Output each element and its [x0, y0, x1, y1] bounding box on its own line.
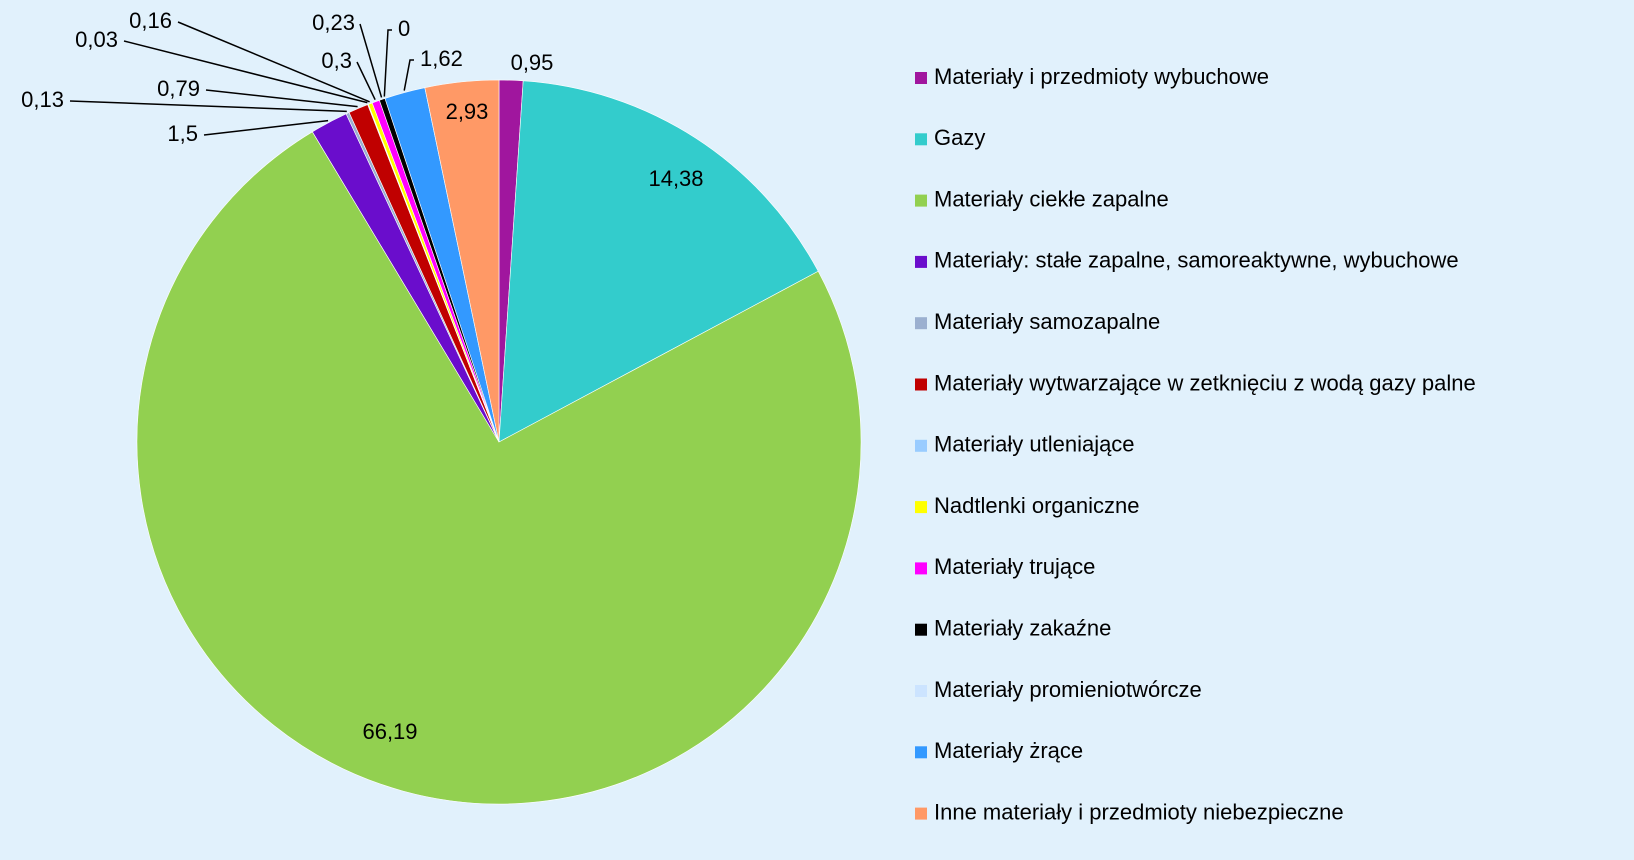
legend-swatch [915, 133, 927, 146]
data-label: 0,16 [129, 8, 172, 33]
legend-swatch [915, 317, 927, 330]
leader-line [356, 61, 376, 101]
legend-swatch [915, 807, 927, 820]
leader-line [123, 40, 368, 104]
legend-label: Materiały wytwarzające w zetknięciu z wo… [934, 370, 1476, 395]
data-label: 0,23 [312, 10, 355, 35]
legend-label: Materiały trujące [934, 554, 1095, 579]
leader-line [177, 21, 370, 103]
data-label: 0,3 [321, 48, 352, 73]
leader-line [69, 100, 347, 113]
legend-label: Materiały promieniotwórcze [934, 677, 1202, 702]
legend-label: Materiały żrące [934, 738, 1083, 763]
data-label: 14,38 [648, 166, 703, 191]
data-label: 0 [398, 16, 410, 41]
pie-slice [498, 80, 819, 443]
legend-swatch [915, 72, 927, 84]
legend-swatch [915, 501, 927, 514]
data-label: 0,79 [157, 76, 200, 101]
legend-label: Nadtlenki organiczne [934, 493, 1139, 518]
leader-line [359, 23, 383, 98]
data-label: 0,03 [75, 27, 118, 52]
legend-label: Materiały utleniające [934, 432, 1135, 457]
legend-label: Materiały ciekłe zapalne [934, 186, 1169, 211]
legend-swatch [915, 439, 927, 452]
data-label: 1,5 [167, 121, 198, 146]
legend-swatch [915, 378, 927, 391]
leader-line [383, 29, 392, 97]
pie-slice [136, 131, 862, 805]
leader-line [403, 59, 414, 91]
legend-label: Materiały zakaźne [934, 616, 1111, 641]
data-label: 1,62 [420, 46, 463, 71]
legend-label: Materiały samozapalne [934, 309, 1160, 334]
legend-swatch [915, 562, 927, 575]
legend-swatch [915, 623, 927, 636]
data-label: 0,95 [511, 50, 554, 75]
legend-swatch [915, 685, 927, 697]
data-label: 0,13 [21, 87, 64, 112]
legend-label: Materiały: stałe zapalne, samoreaktywne,… [934, 248, 1459, 273]
leader-line [203, 119, 329, 136]
pie-slice [424, 79, 500, 443]
legend-swatch [915, 194, 927, 207]
legend-label: Inne materiały i przedmioty niebezpieczn… [934, 799, 1344, 824]
data-label: 2,93 [446, 99, 489, 124]
legend-label: Gazy [934, 125, 985, 150]
legend-swatch [915, 255, 927, 268]
legend-swatch [915, 746, 927, 759]
legend-label: Materiały i przedmioty wybuchowe [934, 64, 1269, 89]
leader-line [205, 89, 358, 108]
data-label: 66,19 [362, 719, 417, 744]
